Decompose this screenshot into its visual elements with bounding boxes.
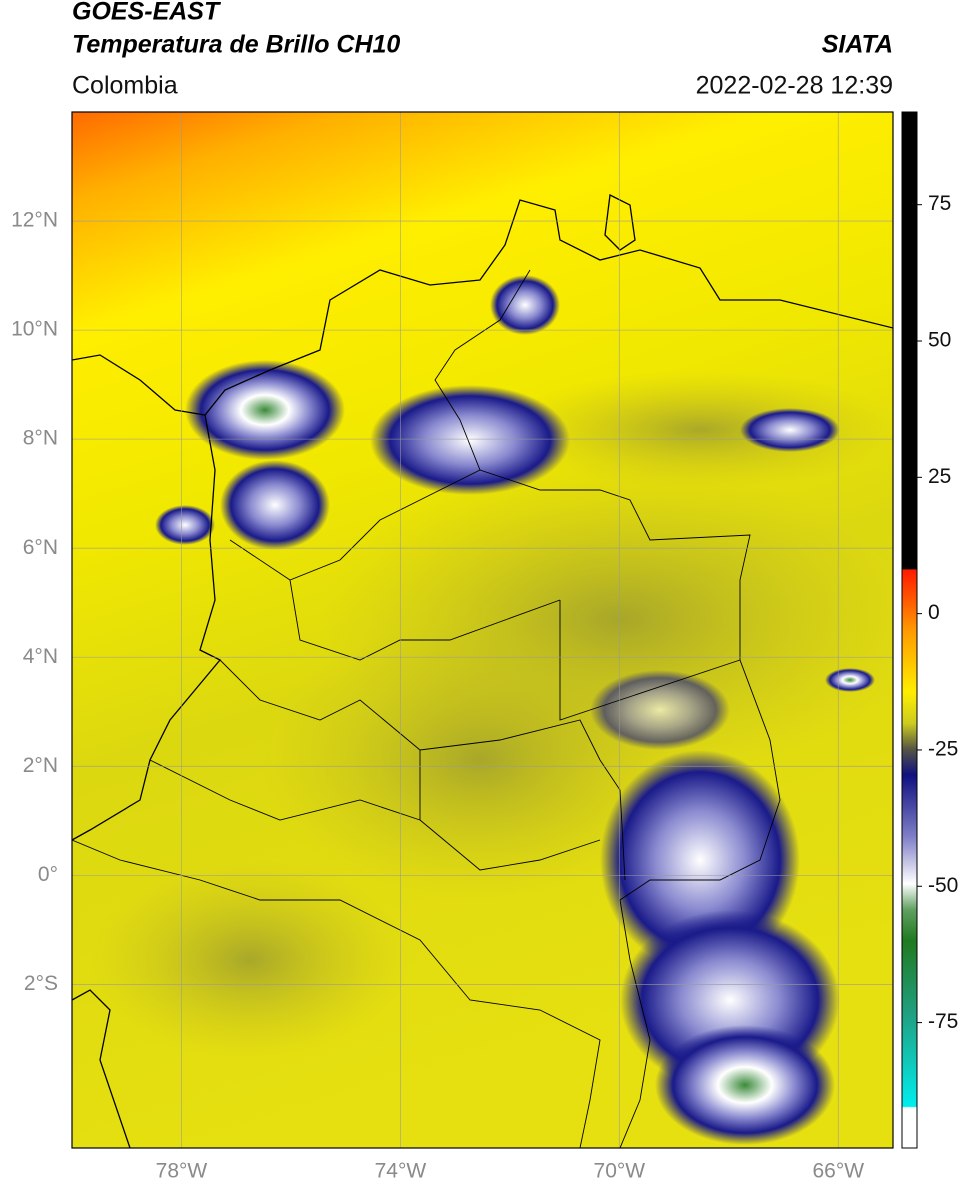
x-tick-label: 74°W — [375, 1160, 427, 1183]
agency: SIATA — [822, 31, 893, 59]
y-tick-label: 12°N — [11, 209, 58, 232]
y-tick-label: 6°N — [23, 536, 58, 559]
map-frame — [71, 111, 894, 1149]
satellite-title: GOES-EAST — [72, 0, 222, 26]
olive-patches — [90, 370, 893, 1060]
borders — [72, 269, 781, 1148]
cloud-tops — [155, 275, 875, 1145]
y-tick-label: 4°N — [23, 645, 58, 668]
colorbar-tick-label: 75 — [928, 192, 951, 215]
y-tick-label: 8°N — [23, 427, 58, 450]
y-tick-label: 2°N — [23, 754, 58, 777]
x-tick-label: 66°W — [812, 1160, 864, 1183]
map-image — [72, 112, 893, 1148]
y-tick-label: 0° — [38, 863, 58, 886]
y-tick-label: 2°S — [24, 972, 58, 995]
grid-layer — [72, 112, 893, 1148]
colorbar-tick-label: 0 — [928, 601, 940, 624]
y-tick-label: 10°N — [11, 318, 58, 341]
colorbar-tick-label: -50 — [928, 874, 958, 897]
x-tick-label: 78°W — [156, 1160, 208, 1183]
colorbar-tick-label: 25 — [928, 465, 951, 488]
colorbar-tick-label: -75 — [928, 1010, 958, 1033]
colorbar — [901, 111, 918, 1149]
colorbar-tick-label: 50 — [928, 329, 951, 352]
datetime: 2022-02-28 12:39 — [696, 72, 893, 100]
region: Colombia — [72, 72, 178, 100]
product-title: Temperatura de Brillo CH10 — [72, 31, 400, 59]
x-tick-label: 70°W — [594, 1160, 646, 1183]
colorbar-tick-label: -25 — [928, 738, 958, 761]
